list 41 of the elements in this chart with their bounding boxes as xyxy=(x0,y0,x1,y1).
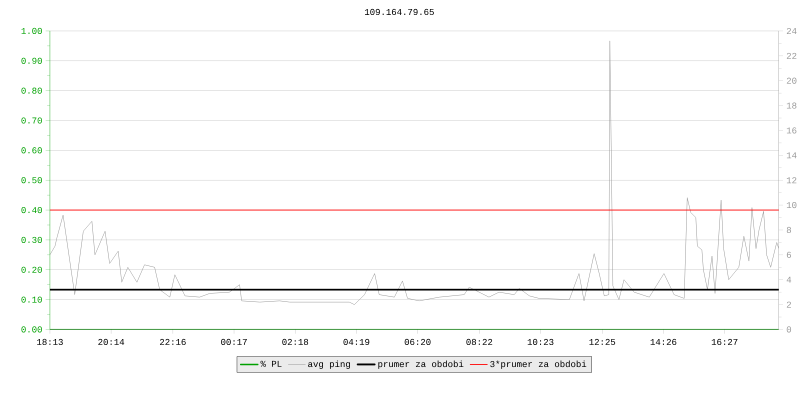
legend-label: prumer za obdobi xyxy=(378,360,464,369)
y-tick-label: 0.80 xyxy=(21,87,42,94)
x-tick-label: 20:14 xyxy=(98,338,124,345)
y2-tick-label: 14 xyxy=(786,152,797,158)
y2-tick-label: 6 xyxy=(786,252,792,258)
y2-tick-label: 2 xyxy=(786,301,791,308)
y-tick-label: 0.60 xyxy=(21,147,42,154)
x-tick-label: 06:20 xyxy=(404,338,431,345)
y-tick-label: 0.50 xyxy=(21,176,42,184)
y2-tick-label: 18 xyxy=(786,102,796,108)
y2-tick-label: 16 xyxy=(786,127,796,134)
x-tick-label: 16:27 xyxy=(712,338,738,345)
x-tick-label: 04:19 xyxy=(344,338,370,345)
y-tick-label: 0.90 xyxy=(21,58,42,64)
y-tick-label: 0.30 xyxy=(21,236,42,243)
y2-tick-label: 8 xyxy=(786,226,792,233)
y-tick-label: 0.10 xyxy=(21,296,42,303)
x-tick-label: 02:18 xyxy=(282,338,308,345)
x-tick-label: 12:25 xyxy=(589,338,616,345)
y2-tick-label: 10 xyxy=(786,202,796,208)
legend-label: avg ping xyxy=(308,360,350,369)
x-tick-label: 10:23 xyxy=(528,338,554,345)
y-tick-label: 0.20 xyxy=(21,266,42,273)
x-tick-label: 18:13 xyxy=(37,338,63,345)
y-tick-label: 0.40 xyxy=(21,206,42,213)
x-tick-label: 22:16 xyxy=(160,338,186,345)
chart-title: 109.164.79.65 xyxy=(364,8,434,15)
legend-label: % PL xyxy=(260,360,282,367)
x-tick-label: 08:22 xyxy=(466,338,492,345)
y-tick-label: 1.00 xyxy=(22,28,42,34)
x-tick-label: 00:17 xyxy=(221,338,247,345)
y-tick-label: 0.00 xyxy=(21,326,42,332)
y2-tick-label: 12 xyxy=(786,177,796,184)
y2-tick-label: 24 xyxy=(786,28,797,34)
y2-tick-label: 20 xyxy=(786,77,796,84)
y-tick-label: 0.70 xyxy=(21,117,42,124)
x-tick-label: 14:26 xyxy=(650,338,676,345)
y2-tick-label: 4 xyxy=(786,276,792,283)
y2-tick-label: 22 xyxy=(786,52,796,59)
y2-tick-label: 0 xyxy=(786,326,792,332)
legend-label: 3*prumer za obdobi xyxy=(490,360,586,369)
